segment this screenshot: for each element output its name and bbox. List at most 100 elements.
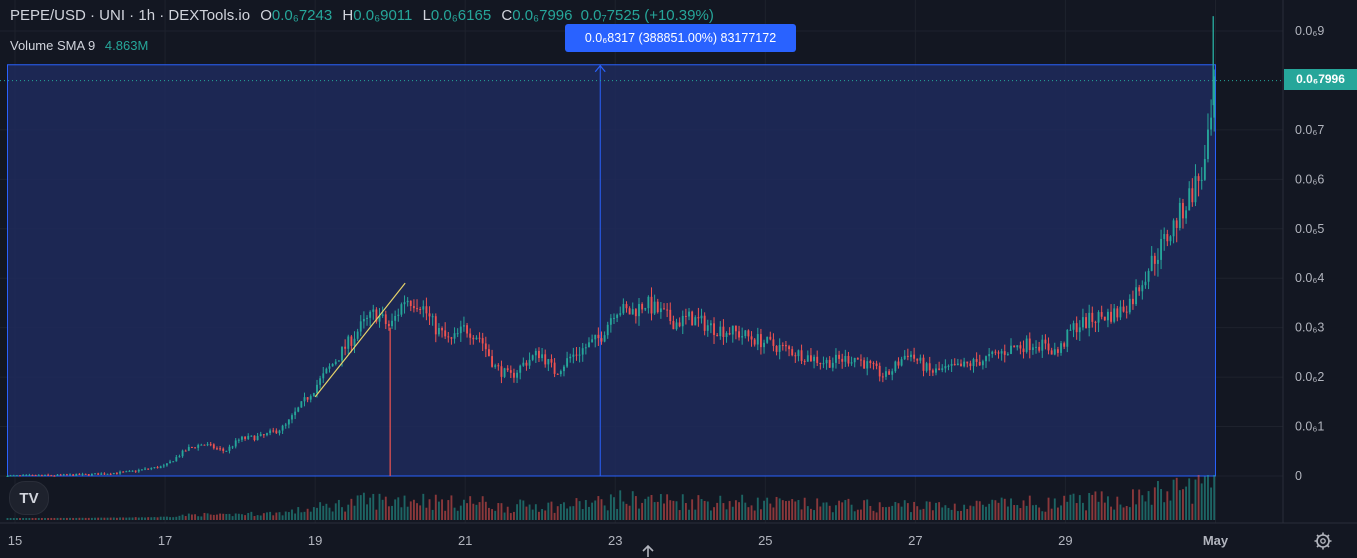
volume-bar xyxy=(341,507,343,520)
candle-body xyxy=(841,358,844,362)
volume-legend[interactable]: Volume SMA 9 4.863M xyxy=(10,38,148,53)
measure-tool-label: 0.0₆8317 (388851.00%) 83177172 xyxy=(565,24,796,52)
candle-body xyxy=(56,474,59,476)
candle-body xyxy=(194,447,197,449)
volume-bar xyxy=(309,511,312,520)
volume-bar xyxy=(756,497,759,520)
volume-bar xyxy=(506,506,509,520)
candle-body xyxy=(206,444,209,446)
candle-body xyxy=(87,474,90,476)
volume-bar xyxy=(628,505,631,520)
candle-body xyxy=(81,473,84,475)
candle-body xyxy=(275,430,278,434)
volume-bar xyxy=(466,503,468,520)
volume-bar xyxy=(838,500,841,520)
candle-body xyxy=(835,354,837,363)
candle-body xyxy=(744,330,747,337)
candle-body xyxy=(394,315,397,321)
volume-bar xyxy=(947,507,950,520)
volume-bar xyxy=(294,513,297,520)
candle-body xyxy=(494,365,497,367)
volume-bar xyxy=(419,505,422,520)
candle-body xyxy=(1103,316,1106,321)
volume-bar xyxy=(456,510,459,520)
volume-bar xyxy=(894,501,897,520)
volume-bar xyxy=(281,515,284,520)
volume-bar xyxy=(841,502,844,520)
volume-bar xyxy=(284,511,287,520)
candle-body xyxy=(559,371,562,375)
candle-body xyxy=(37,475,40,477)
candle-body xyxy=(447,336,450,338)
candle-body xyxy=(156,467,159,469)
volume-bar xyxy=(997,502,1000,520)
volume-bar xyxy=(631,491,634,520)
candle-body xyxy=(1053,349,1056,355)
volume-bar xyxy=(1050,508,1053,520)
volume-bar xyxy=(519,499,522,520)
scroll-arrow-icon[interactable] xyxy=(640,544,656,558)
candle-body xyxy=(1163,234,1166,239)
candle-body xyxy=(1063,343,1066,347)
tradingview-logo-icon[interactable]: TV xyxy=(9,481,49,515)
volume-bar xyxy=(622,501,625,520)
candle-body xyxy=(828,359,831,368)
candle-body xyxy=(84,473,87,475)
volume-bar xyxy=(153,517,156,520)
volume-bar xyxy=(722,503,725,520)
candle-body xyxy=(25,474,28,476)
candle-body xyxy=(594,334,597,340)
candle-body xyxy=(1122,306,1125,312)
volume-bar xyxy=(37,517,40,520)
candle-body xyxy=(122,471,125,473)
volume-bar xyxy=(128,517,131,520)
volume-bar xyxy=(1075,503,1078,520)
gear-icon[interactable] xyxy=(1313,531,1333,551)
candle-body xyxy=(337,360,340,362)
volume-bar xyxy=(156,517,159,520)
volume-bar xyxy=(956,511,959,520)
volume-bar xyxy=(44,517,46,520)
volume-bar xyxy=(200,516,203,520)
candle-body xyxy=(250,435,253,437)
candle-body xyxy=(866,361,869,369)
y-tick-label: 0.0₆9 xyxy=(1295,24,1324,38)
volume-bar xyxy=(500,503,503,520)
volume-bar xyxy=(75,517,78,520)
volume-bar xyxy=(372,493,375,520)
candle-body xyxy=(344,346,347,349)
volume-bar xyxy=(359,495,362,520)
candle-body xyxy=(1081,317,1084,328)
candle-body xyxy=(200,444,203,446)
volume-bar xyxy=(616,508,619,520)
volume-bar xyxy=(553,512,556,520)
volume-bar xyxy=(694,509,697,520)
symbol-title[interactable]: PEPE/USD · UNI · 1h · DEXTools.io xyxy=(10,7,251,24)
volume-bar xyxy=(100,517,103,520)
candle-body xyxy=(278,430,281,434)
candle-body xyxy=(369,311,372,318)
volume-bar xyxy=(619,490,622,520)
volume-bar xyxy=(797,500,800,520)
open-value: 0.0₆7243 xyxy=(271,7,333,24)
volume-bar xyxy=(1119,504,1122,520)
candle-body xyxy=(747,330,750,337)
candle-body xyxy=(1022,348,1025,352)
volume-bar xyxy=(394,499,397,520)
measure-arrow-head xyxy=(594,64,606,73)
candle-body xyxy=(325,368,328,374)
volume-bar xyxy=(950,509,953,520)
volume-bar xyxy=(69,517,71,520)
volume-bar xyxy=(259,515,262,520)
candle-body xyxy=(450,337,453,339)
volume-bar xyxy=(700,499,703,520)
candle-body xyxy=(513,372,515,378)
volume-bar xyxy=(47,517,50,520)
volume-bar xyxy=(935,502,937,520)
volume-bar xyxy=(181,514,184,520)
candle-body xyxy=(353,338,356,346)
candle-body xyxy=(572,354,575,357)
candle-body xyxy=(1153,255,1156,264)
